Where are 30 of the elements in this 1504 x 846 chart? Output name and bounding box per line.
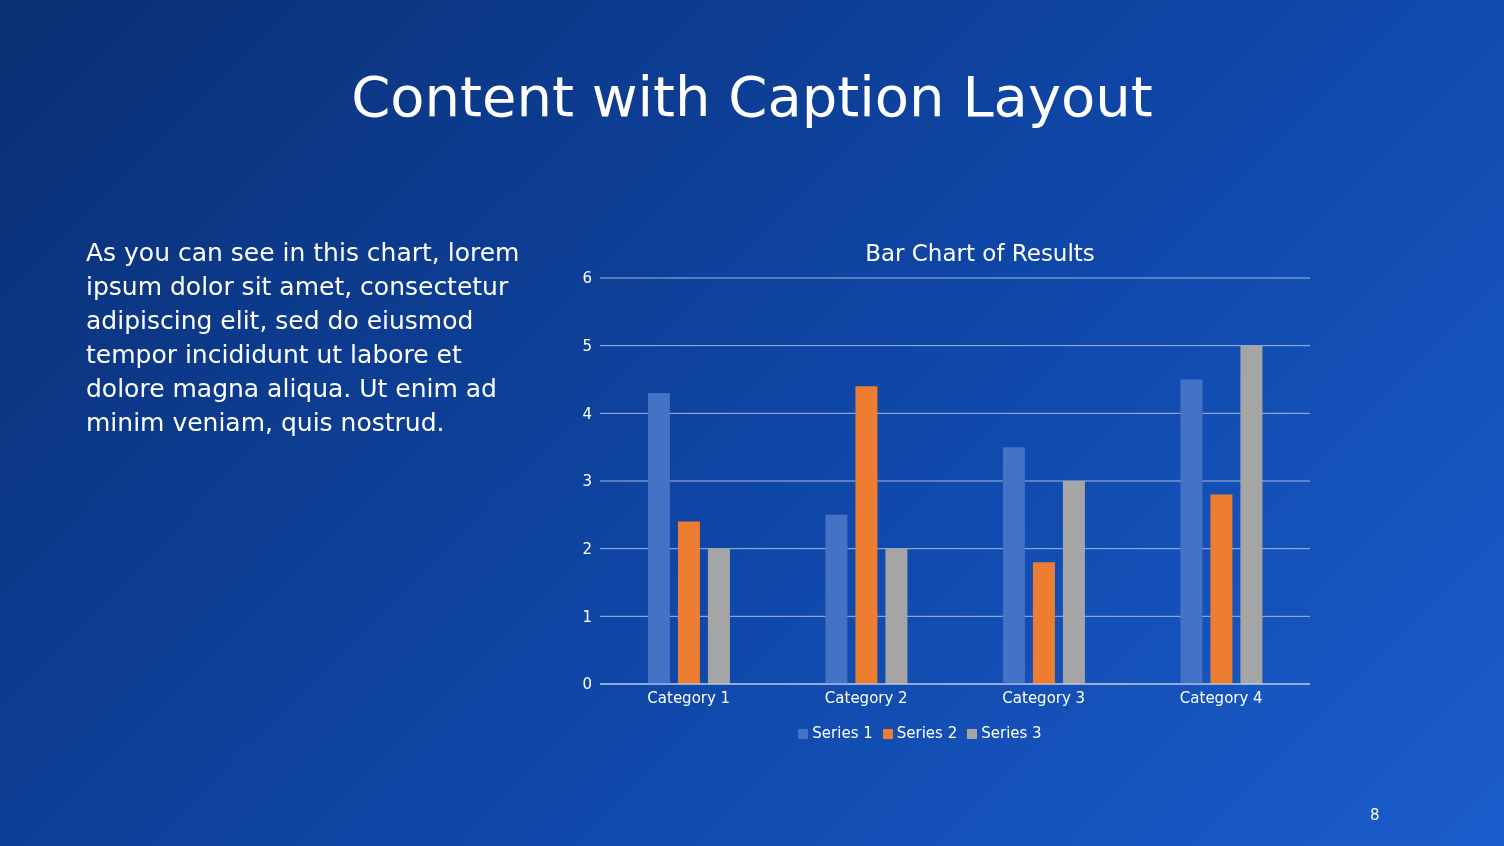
y-tick-label: 0 bbox=[582, 675, 592, 694]
legend-label: Series 3 bbox=[981, 724, 1042, 742]
bar bbox=[1062, 481, 1085, 684]
legend-label: Series 2 bbox=[896, 724, 958, 742]
bar bbox=[1240, 345, 1263, 684]
x-tick-label: Category 3 bbox=[1002, 688, 1086, 707]
text: As you can see in this chart, lorem ipsum dolor sit amet, consectetur adipiscing elit, sed do eiusmod tempor incididunt ut labore et dolore magna aliqua. Ut enim ad minim veniam, quis nostrud. bbox=[86, 237, 521, 439]
bar bbox=[647, 393, 670, 684]
y-tick-label: 3 bbox=[582, 472, 592, 491]
x-tick-label: Category 1 bbox=[647, 688, 731, 707]
bar bbox=[885, 548, 908, 684]
bar bbox=[825, 514, 848, 684]
bar bbox=[1210, 494, 1233, 684]
x-tick-label: Category 4 bbox=[1179, 688, 1263, 707]
bar bbox=[1032, 562, 1055, 684]
bar bbox=[677, 521, 700, 684]
bar bbox=[707, 548, 730, 684]
bar bbox=[1002, 447, 1025, 684]
y-tick-label: 2 bbox=[582, 539, 592, 558]
legend-label: Series 1 bbox=[812, 724, 873, 742]
text: 8 bbox=[1370, 806, 1380, 824]
bar bbox=[1180, 379, 1203, 684]
chart-title: Content with Caption Layout bbox=[350, 64, 1154, 129]
chart-subtitle: Bar Chart of Results bbox=[864, 240, 1096, 266]
y-tick-label: 4 bbox=[582, 404, 592, 423]
bar bbox=[855, 386, 878, 684]
y-tick-label: 5 bbox=[582, 336, 592, 355]
x-tick-label: Category 2 bbox=[824, 688, 908, 707]
y-tick-label: 6 bbox=[582, 269, 592, 288]
y-tick-label: 1 bbox=[582, 607, 592, 626]
